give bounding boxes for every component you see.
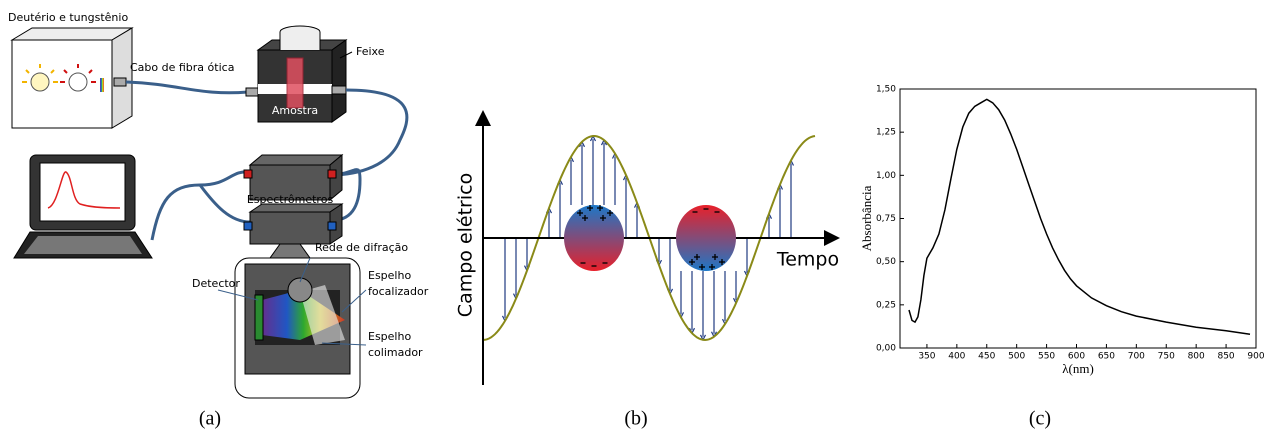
x-tick-label: 500 [1008,352,1025,362]
x-tick-label: 700 [1128,352,1145,362]
caption: (b) [624,408,647,430]
label: Detector [192,277,240,290]
y-tick-label: 0,25 [876,300,896,310]
caption: (a) [199,408,221,430]
label: Espelho [368,269,411,282]
line [908,98,1251,335]
y-tick-label: 1,25 [876,128,896,138]
y-axis-label: Absorbância [859,185,874,251]
y-tick-label: 0,50 [876,257,896,267]
y-axis-label: Campo elétrico [455,173,477,317]
label: Espectrômetros [247,193,334,206]
x-axis-label: Tempo [776,249,839,271]
absorbance-chart: 0,00 0,25 0,50 0,75 1,00 1,25 1,50 350 400 450 500… [859,85,1265,376]
label: Amostra [272,104,318,117]
x-tick-label: 400 [948,352,965,362]
x-tick-label: 900 [1247,352,1264,362]
setup-labels: Deutério e tungstênio Cabo de fibra ótica… [8,11,429,359]
y-tick-label: 0,75 [876,214,896,224]
x-tick-label: 850 [1217,352,1234,362]
x-tick-label: 450 [978,352,995,362]
x-axis-label: λ(nm) [1062,361,1094,376]
label: focalizador [368,285,429,298]
x-tick-label: 550 [1038,352,1055,362]
y-tick-label: 1,50 [876,85,896,95]
label: Espelho [368,330,411,343]
y-tick-label: 1,00 [876,171,896,181]
x-tick-label: 650 [1098,352,1115,362]
x-tick-label: 800 [1188,352,1205,362]
plot-frame [899,88,1257,349]
label: Deutério e tungstênio [8,11,128,24]
setup-diagram [10,25,409,399]
label: colimador [368,346,423,359]
field-diagram [475,110,840,385]
x-tick-label: 750 [1158,352,1175,362]
label: Cabo de fibra ótica [130,61,234,74]
label: Rede de difração [315,241,408,254]
x-tick-label: 350 [918,352,935,362]
caption: (c) [1029,408,1051,430]
y-tick-label: 0,00 [876,344,896,354]
x-tick-label: 600 [1068,352,1085,362]
label: Feixe [356,45,385,58]
